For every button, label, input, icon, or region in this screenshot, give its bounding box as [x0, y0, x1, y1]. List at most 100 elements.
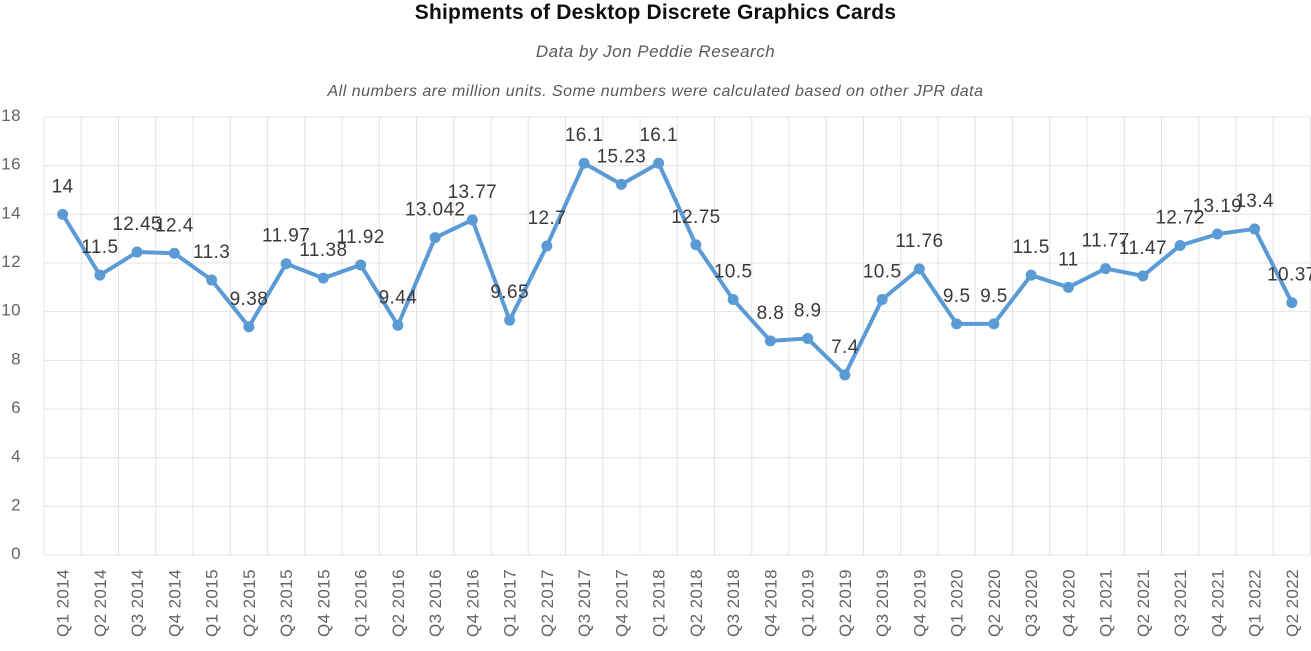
- data-point: [466, 214, 478, 226]
- x-axis-tick-label: Q2 2018: [687, 569, 706, 637]
- x-axis-tick-label: Q1 2019: [799, 569, 818, 637]
- data-point-label: 11.5: [1013, 237, 1050, 258]
- data-point-label: 11.77: [1082, 231, 1130, 252]
- y-axis-tick-label: 4: [11, 447, 21, 466]
- data-point: [615, 178, 627, 190]
- data-point-label: 16.1: [639, 125, 678, 146]
- data-point-label: 9.65: [490, 282, 529, 303]
- data-point-label: 11.5: [81, 237, 118, 258]
- y-axis-tick-label: 18: [1, 106, 21, 125]
- data-point-label: 11.38: [299, 240, 347, 261]
- data-point: [355, 259, 367, 271]
- x-axis-tick-label: Q4 2015: [314, 569, 333, 637]
- data-point-label: 14: [52, 176, 74, 197]
- data-point-label: 11.92: [337, 227, 385, 248]
- data-point: [1249, 223, 1261, 235]
- y-axis-tick-label: 6: [11, 398, 21, 417]
- y-axis-tick-label: 10: [1, 301, 21, 320]
- data-point: [1062, 281, 1074, 293]
- x-axis-tick-label: Q3 2021: [1171, 569, 1190, 637]
- x-axis-tick-label: Q4 2017: [612, 569, 631, 637]
- data-point: [764, 335, 776, 347]
- data-point: [280, 258, 292, 270]
- data-point-label: 9.5: [943, 286, 971, 307]
- data-point: [392, 319, 404, 331]
- chart-subtitle-source: Data by Jon Peddie Research: [535, 42, 776, 61]
- x-axis-tick-label: Q1 2021: [1097, 569, 1116, 637]
- data-point: [727, 294, 739, 305]
- x-axis-tick-label: Q2 2014: [91, 569, 110, 637]
- y-axis-tick-label: 16: [1, 155, 21, 174]
- x-axis-tick-label: Q1 2017: [501, 569, 520, 637]
- data-point-label: 9.38: [230, 289, 269, 310]
- data-point-label: 8.8: [757, 303, 785, 324]
- data-point-label: 10.5: [714, 262, 753, 283]
- data-point-label: 7.4: [831, 337, 859, 358]
- data-point: [1286, 297, 1298, 309]
- data-point-label: 16.1: [565, 125, 604, 146]
- y-axis-tick-label: 14: [1, 203, 21, 222]
- y-axis-tick-label: 8: [11, 349, 21, 368]
- data-point-label: 13.19: [1193, 196, 1243, 217]
- data-point: [429, 232, 441, 244]
- x-axis-tick-label: Q3 2020: [1022, 569, 1041, 637]
- x-axis-tick-label: Q1 2022: [1246, 569, 1265, 637]
- data-point: [876, 294, 888, 305]
- chart-title: Shipments of Desktop Discrete Graphics C…: [414, 1, 897, 24]
- data-point-label: 15.23: [597, 146, 647, 167]
- x-axis-tick-label: Q2 2017: [538, 569, 557, 637]
- x-axis-tick-label: Q3 2017: [575, 569, 594, 637]
- data-point: [913, 263, 925, 275]
- data-point: [57, 208, 69, 220]
- data-point-label: 12.4: [155, 215, 194, 236]
- data-point-label: 13.4: [1235, 191, 1274, 212]
- x-axis-tick-label: Q2 2015: [240, 569, 259, 637]
- data-point: [802, 332, 814, 344]
- data-point-label: 11.97: [262, 226, 310, 247]
- x-axis-tick-label: Q4 2018: [761, 569, 780, 637]
- data-point: [1211, 228, 1223, 240]
- data-point-label: 12.75: [671, 207, 721, 228]
- x-axis-tick-label: Q4 2021: [1208, 569, 1227, 637]
- data-point: [1100, 263, 1112, 275]
- x-axis-tick-label: Q4 2019: [910, 569, 929, 637]
- data-point: [578, 157, 590, 169]
- data-point: [1174, 239, 1186, 251]
- data-point: [504, 314, 516, 326]
- x-axis-tick-label: Q3 2018: [724, 569, 743, 637]
- x-axis-tick-label: Q2 2019: [836, 569, 855, 637]
- data-point: [653, 157, 665, 169]
- data-point-label: 10.37: [1267, 265, 1311, 286]
- data-point: [168, 247, 180, 259]
- y-axis-tick-label: 2: [11, 495, 21, 514]
- x-axis-tick-label: Q1 2014: [54, 569, 73, 637]
- data-point-label: 12.7: [528, 208, 567, 229]
- data-point-label: 8.9: [794, 300, 822, 321]
- data-point: [951, 318, 963, 330]
- x-axis-tick-label: Q1 2020: [948, 569, 967, 637]
- data-point: [206, 274, 218, 286]
- chart-subtitle-note: All numbers are million units. Some numb…: [327, 83, 984, 100]
- y-axis-tick-label: 12: [1, 252, 21, 271]
- data-point: [1025, 269, 1037, 281]
- data-point: [541, 240, 553, 252]
- x-axis-tick-label: Q2 2016: [389, 569, 408, 637]
- data-point-label: 11: [1058, 249, 1079, 270]
- data-point: [131, 246, 143, 258]
- x-axis-tick-label: Q3 2014: [128, 569, 147, 637]
- data-point-label: 12.45: [112, 214, 162, 235]
- data-point: [839, 369, 851, 381]
- data-point-label: 9.5: [980, 286, 1008, 307]
- data-point: [317, 272, 329, 284]
- x-axis-tick-label: Q1 2016: [352, 569, 371, 637]
- data-point: [690, 239, 702, 251]
- x-axis-tick-label: Q4 2016: [463, 569, 482, 637]
- x-axis-tick-label: Q1 2018: [650, 569, 669, 637]
- x-axis-tick-label: Q3 2019: [873, 569, 892, 637]
- x-axis-tick-label: Q3 2016: [426, 569, 445, 637]
- x-axis-tick-label: Q4 2014: [165, 569, 184, 637]
- data-point-label: 11.3: [193, 242, 230, 263]
- data-point: [988, 318, 1000, 330]
- data-point: [94, 269, 106, 281]
